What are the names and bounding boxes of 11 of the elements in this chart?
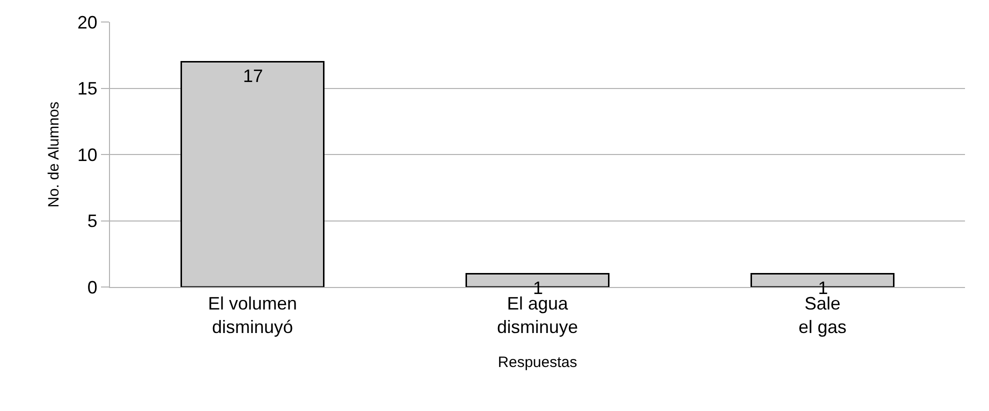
x-tick-label: Sale el gas xyxy=(798,294,847,337)
x-tick-label: El agua disminuye xyxy=(496,294,578,337)
y-tick-label: 15 xyxy=(77,78,98,99)
x-tick-label: El volumen disminuyó xyxy=(208,294,298,337)
x-axis-title: Respuestas xyxy=(498,354,578,371)
data-label: 17 xyxy=(243,66,264,86)
y-tick-label: 5 xyxy=(87,211,98,232)
y-tick-label: 0 xyxy=(87,277,98,298)
y-axis-title: No. de Alumnos xyxy=(46,102,63,208)
y-tick-label: 10 xyxy=(77,144,98,165)
y-tick-label: 20 xyxy=(77,12,98,32)
